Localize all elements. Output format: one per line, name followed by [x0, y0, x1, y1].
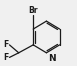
Text: Br: Br	[28, 6, 38, 15]
Text: F: F	[4, 40, 9, 49]
Text: F: F	[4, 53, 9, 62]
Text: N: N	[48, 54, 55, 63]
